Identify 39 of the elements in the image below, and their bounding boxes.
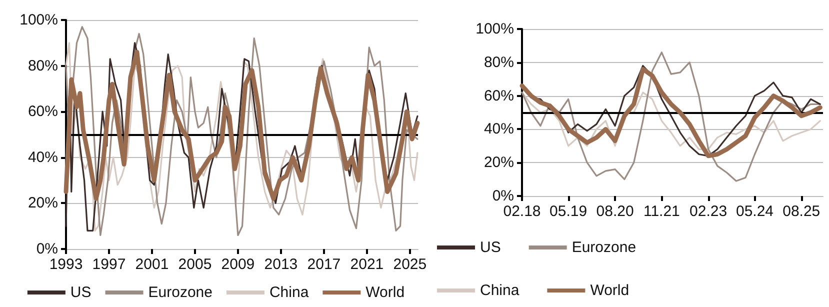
legend-label: China <box>269 284 310 301</box>
x-tick-label: 2005 <box>178 256 212 273</box>
x-tick-label: 2017 <box>307 256 341 273</box>
y-tick-label: 100% <box>20 12 58 28</box>
legend-label: Eurozone <box>572 239 636 256</box>
line-series <box>521 52 821 182</box>
y-tick-label: 0% <box>36 240 58 258</box>
y-tick-label: 100% <box>476 20 514 38</box>
x-tick-label: 02.18 <box>503 203 541 220</box>
legend-label: Eurozone <box>148 284 212 301</box>
y-tick-label: 40% <box>28 148 58 166</box>
x-tick-label: 08.25 <box>782 203 820 220</box>
x-tick-label: 05.19 <box>550 203 588 220</box>
x-tick-label: 2013 <box>264 256 298 273</box>
y-tick-label: 80% <box>28 57 58 74</box>
x-tick-label: 1997 <box>92 256 126 273</box>
y-tick-label: 40% <box>484 120 514 138</box>
x-tick-label: 1993 <box>49 256 83 273</box>
x-tick-label: 08.20 <box>596 203 634 220</box>
x-tick-label: 2025 <box>393 256 427 273</box>
y-tick-label: 60% <box>484 87 514 104</box>
x-tick-label: 2009 <box>221 256 255 273</box>
line-series <box>64 50 420 201</box>
legend-label: US <box>480 239 501 256</box>
x-tick-label: 2021 <box>350 256 384 273</box>
y-tick-label: 20% <box>28 194 58 212</box>
line-series <box>521 92 821 150</box>
y-tick-label: 60% <box>28 103 58 120</box>
x-tick-label: 11.21 <box>643 203 680 220</box>
legend-label: US <box>70 284 92 301</box>
x-tick-label: 05.24 <box>736 203 774 220</box>
legend-label: World <box>366 284 405 301</box>
x-tick-label: 2001 <box>135 256 169 273</box>
y-tick-label: 20% <box>484 154 514 172</box>
x-tick-label: 02.23 <box>690 203 728 220</box>
legend-label: World <box>590 282 630 299</box>
legend-label: China <box>480 282 520 299</box>
y-tick-label: 80% <box>484 54 514 71</box>
y-tick-label: 0% <box>492 188 514 204</box>
